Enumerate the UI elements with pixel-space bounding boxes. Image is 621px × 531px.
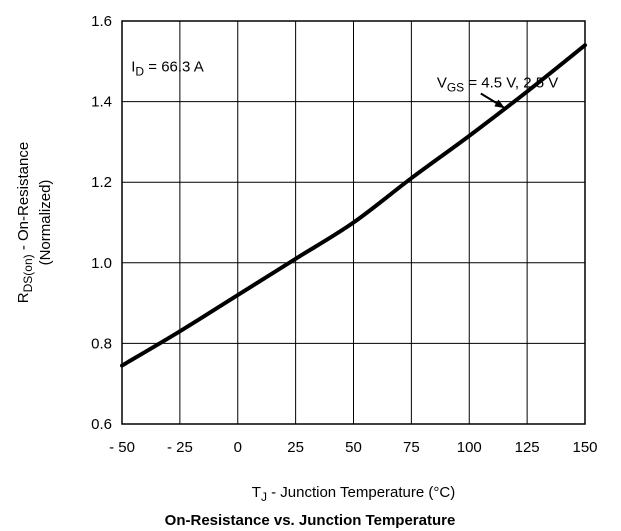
- chart-title: On-Resistance vs. Junction Temperature: [165, 512, 456, 529]
- y-tick-label: 1.4: [91, 94, 112, 111]
- grid: [122, 21, 585, 424]
- x-tick-label: 0: [234, 439, 242, 456]
- x-tick-label: - 25: [167, 439, 193, 456]
- x-tick-label: 50: [345, 439, 362, 456]
- y-axis-label-line1: RDS(on) - On-Resistance: [15, 142, 35, 303]
- x-tick-label: 25: [287, 439, 304, 456]
- series-line: [120, 43, 587, 368]
- y-axis-ticks: 0.6 0.8 1.0 1.2 1.4 1.6: [91, 13, 112, 433]
- y-axis-label-line2: (Normalized): [37, 180, 54, 266]
- x-tick-label: - 50: [109, 439, 135, 456]
- y-tick-label: 1.6: [91, 13, 112, 30]
- x-tick-label: 150: [572, 439, 597, 456]
- x-tick-label: 100: [457, 439, 482, 456]
- annotation-arrow: [480, 92, 505, 109]
- y-tick-label: 1.2: [91, 174, 112, 191]
- y-tick-label: 0.6: [91, 416, 112, 433]
- y-tick-label: 1.0: [91, 255, 112, 272]
- annotation-drain-current: ID = 66.3 A: [131, 58, 203, 78]
- x-axis-label: TJ - Junction Temperature (°C): [252, 484, 455, 504]
- y-axis-label: RDS(on) - On-Resistance (Normalized): [15, 142, 54, 303]
- x-axis-ticks: - 50 - 25 0 25 50 75 100 125 150: [109, 439, 597, 456]
- x-tick-label: 125: [515, 439, 540, 456]
- y-tick-label: 0.8: [91, 335, 112, 352]
- x-tick-label: 75: [403, 439, 420, 456]
- annotation-gate-voltage: VGS = 4.5 V, 2.5 V: [437, 74, 558, 94]
- plot-frame: [121, 20, 586, 425]
